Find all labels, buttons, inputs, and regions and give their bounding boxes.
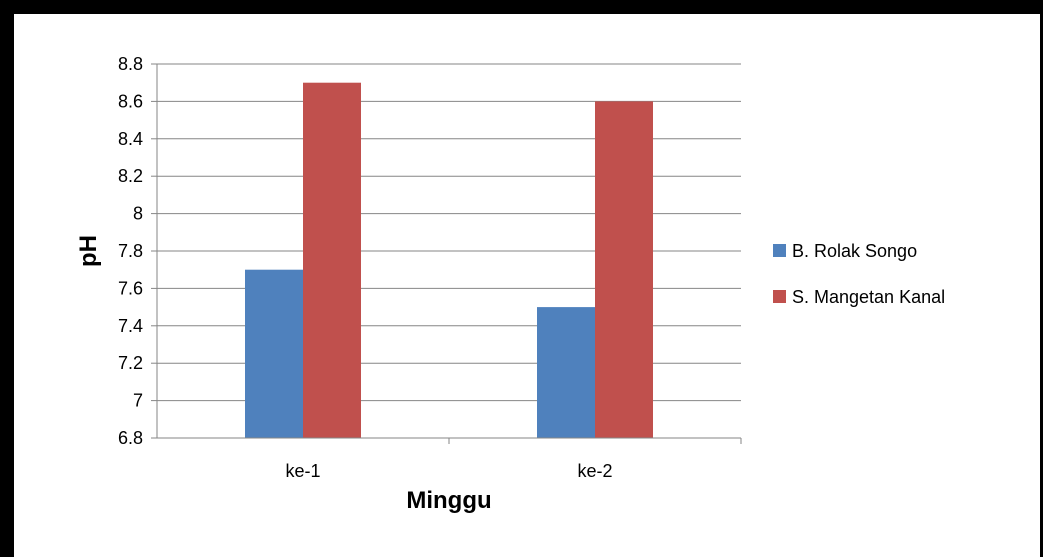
bar-b-rolak-songo-ke-2 bbox=[537, 307, 595, 438]
y-axis-title: pH bbox=[75, 235, 102, 267]
y-tick-label: 8.8 bbox=[118, 54, 143, 74]
y-tick-label: 8.6 bbox=[118, 91, 143, 111]
bar-s-mangetan-kanal-ke-2 bbox=[595, 101, 653, 439]
ph-bar-chart: 6.8 7 7.2 7.4 7.6 7.8 8 8.2 8.4 8.6 8.8 ke-1 ke-2 B.… bbox=[75, 54, 945, 514]
x-axis-title: Minggu bbox=[406, 487, 491, 514]
legend-label: B. Rolak Songo bbox=[792, 241, 917, 261]
legend: B. Rolak Songo S. Mangetan Kanal bbox=[773, 241, 945, 307]
x-tick-label: ke-2 bbox=[577, 461, 612, 481]
chart-frame: 6.8 7 7.2 7.4 7.6 7.8 8 8.2 8.4 8.6 8.8 ke-1 ke-2 B.… bbox=[14, 14, 1040, 557]
bar-b-rolak-songo-ke-1 bbox=[245, 269, 303, 438]
legend-label: S. Mangetan Kanal bbox=[792, 287, 945, 307]
legend-swatch bbox=[773, 244, 786, 257]
y-tick-label: 6.8 bbox=[118, 428, 143, 448]
legend-swatch bbox=[773, 290, 786, 303]
y-tick-label: 7.8 bbox=[118, 241, 143, 261]
y-tick-label: 8.4 bbox=[118, 129, 143, 149]
bars bbox=[245, 82, 653, 439]
axes: 6.8 7 7.2 7.4 7.6 7.8 8 8.2 8.4 8.6 8.8 ke-1 ke-2 bbox=[118, 54, 742, 481]
y-tick-label: 7 bbox=[133, 391, 143, 411]
y-tick-label: 8 bbox=[133, 204, 143, 224]
y-tick-label: 7.6 bbox=[118, 278, 143, 298]
x-tick-label: ke-1 bbox=[285, 461, 320, 481]
y-tick-label: 8.2 bbox=[118, 166, 143, 186]
bar-s-mangetan-kanal-ke-1 bbox=[303, 82, 361, 438]
y-tick-label: 7.4 bbox=[118, 316, 143, 336]
gridlines bbox=[157, 63, 741, 439]
y-tick-label: 7.2 bbox=[118, 353, 143, 373]
